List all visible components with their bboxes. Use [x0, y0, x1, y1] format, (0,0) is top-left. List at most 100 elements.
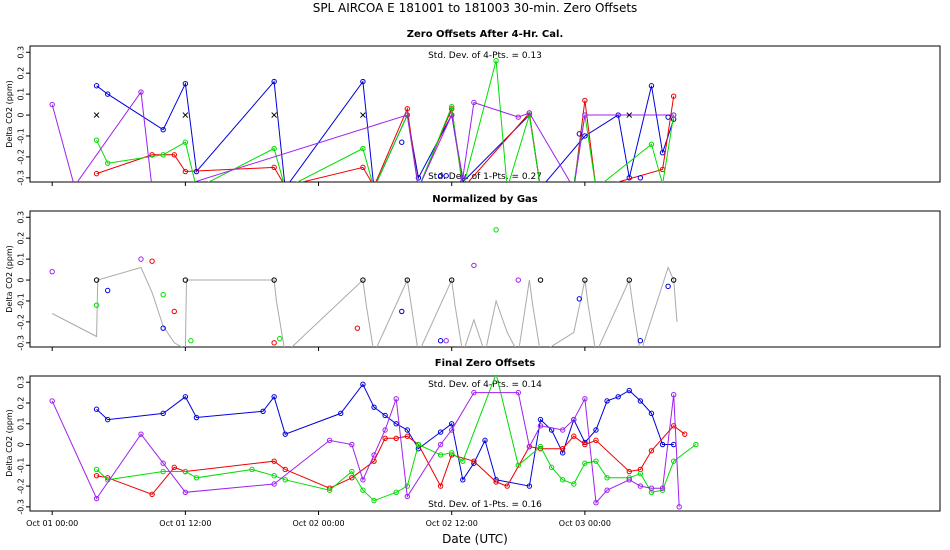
data-point [283, 186, 287, 190]
data-point [515, 114, 521, 120]
data-point [648, 485, 655, 491]
data-point [193, 414, 200, 421]
data-point [72, 184, 76, 188]
data-point [449, 421, 455, 427]
data-point [660, 181, 665, 182]
data-point [382, 412, 388, 419]
x-tick-label: Oct 03 00:00 [559, 519, 611, 528]
y-tick-label: -0.2 [17, 314, 26, 330]
data-point [571, 481, 577, 487]
data-point [399, 139, 405, 145]
data-point [360, 487, 366, 493]
x-tick-label: Oct 01 12:00 [159, 519, 211, 528]
y-tick-label: 0.2 [17, 397, 26, 410]
data-point [360, 145, 366, 152]
panel-normalized-by-gas: Normalized by Gas Delta CO2 (ppm) [5, 194, 538, 313]
data-point [693, 441, 699, 448]
data-point [271, 112, 277, 118]
data-point [505, 186, 509, 190]
data-point [593, 499, 599, 506]
data-point [572, 181, 576, 182]
panel-zero-offsets: Zero Offsets After 4-Hr. Cal. Delta CO2 … [5, 29, 563, 182]
data-point [515, 462, 521, 469]
data-point [537, 443, 544, 450]
data-point [637, 175, 644, 181]
data-point [371, 452, 377, 458]
data-point [160, 126, 166, 133]
data-point [582, 112, 588, 118]
data-point [538, 186, 542, 190]
series-line-purple [51, 90, 674, 182]
data-point [449, 112, 455, 118]
data-point [504, 483, 510, 489]
y-tick-label: -0.3 [17, 499, 26, 515]
data-point [338, 410, 344, 417]
data-point [604, 398, 610, 404]
data-point [659, 485, 666, 491]
data-point [437, 429, 444, 435]
panel-final-zero-offsets: Final Zero Offsets Delta CO2 (ppm) Std. … [5, 358, 542, 510]
data-point [676, 504, 682, 510]
data-point [93, 170, 100, 177]
data-point [449, 427, 455, 433]
data-point [571, 416, 577, 423]
data-point [593, 427, 599, 433]
data-point [271, 78, 277, 85]
data-point [182, 168, 189, 175]
data-point [372, 186, 376, 190]
data-point [582, 460, 588, 466]
data-point [648, 83, 655, 89]
y-tick-label: 0 [17, 112, 26, 117]
panel-1-stat-bottom: Std. Dev. of 1-Pts. = 0.27 [428, 172, 542, 182]
y-tick-label: -0.2 [17, 149, 26, 165]
series-blue [93, 381, 677, 489]
data-point [282, 431, 288, 437]
series-line-blue [96, 383, 674, 487]
data-point [283, 184, 287, 188]
panel-1-frame [29, 45, 941, 183]
series-red [149, 258, 361, 346]
series-line-green [96, 60, 675, 182]
data-point [626, 277, 632, 283]
data-point [670, 93, 677, 99]
data-point [393, 421, 399, 427]
series-green [93, 227, 499, 344]
data-point [393, 396, 399, 402]
data-point [460, 175, 466, 181]
data-point [271, 394, 277, 400]
data-point [559, 477, 566, 483]
panel-1-ylabel: Delta CO2 (ppm) [5, 80, 14, 148]
x-tick-label: Oct 02 12:00 [426, 519, 478, 528]
data-point [572, 186, 576, 190]
y-tick-label: -0.2 [17, 478, 26, 494]
data-point [271, 458, 277, 464]
data-point [482, 437, 488, 444]
data-point [282, 466, 288, 473]
data-point [171, 464, 177, 471]
panel-1-series [49, 57, 677, 190]
data-point [626, 477, 632, 483]
data-point [182, 112, 189, 118]
data-point [659, 441, 666, 448]
panel-3-stat-top: Std. Dev. of 4-Pts. = 0.14 [428, 380, 542, 390]
data-point [559, 427, 566, 433]
panel-3-title: Final Zero Offsets [435, 358, 535, 369]
series-black [93, 277, 677, 283]
data-point [626, 468, 632, 475]
data-point [93, 83, 100, 89]
data-point [471, 262, 477, 269]
data-point [149, 258, 155, 264]
data-point [93, 472, 100, 479]
y-tick-label: 0.1 [17, 253, 26, 266]
series-cal-points [93, 112, 633, 118]
data-point [160, 152, 166, 158]
data-point [582, 396, 588, 402]
data-point [399, 308, 405, 315]
panel-3-plot: -0.3 -0.2 -0.1 0 0.1 0.2 0.3 Oct 01 00:00 Oct 01… [17, 375, 941, 528]
data-point [271, 164, 277, 171]
data-point [637, 338, 644, 344]
data-point [104, 287, 111, 294]
panel-2-series [49, 227, 678, 347]
data-point [626, 112, 633, 118]
data-point [615, 394, 621, 400]
